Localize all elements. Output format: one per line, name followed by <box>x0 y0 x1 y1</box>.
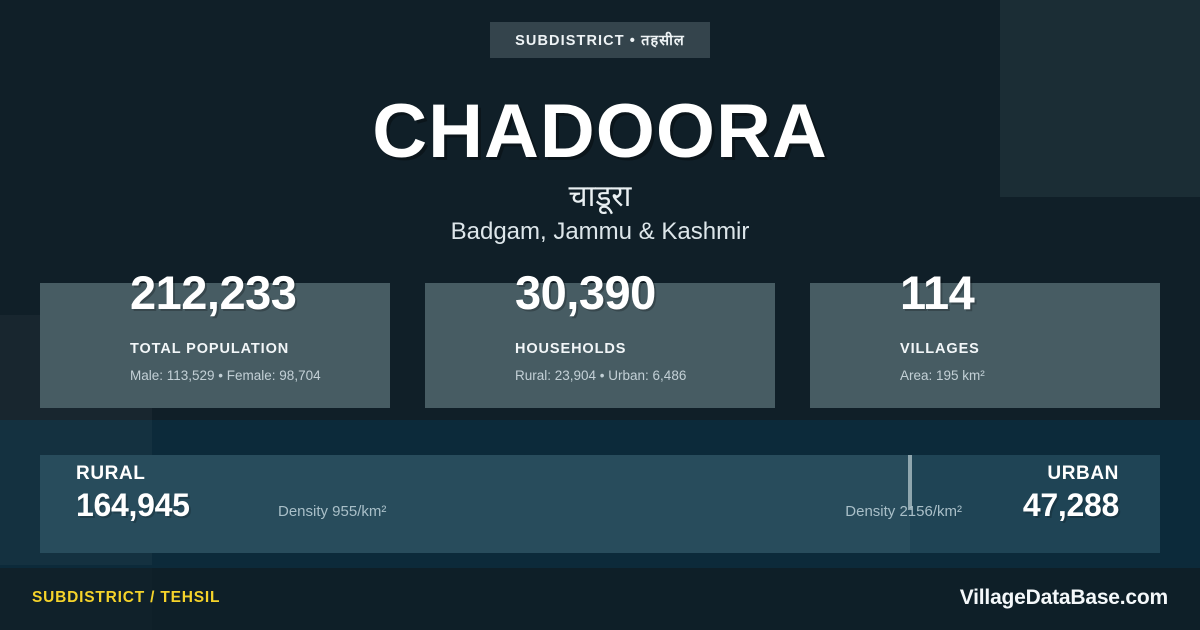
stat-label: HOUSEHOLDS <box>515 341 627 357</box>
stat-card-households: 30,390 HOUSEHOLDS Rural: 23,904 • Urban:… <box>425 266 775 408</box>
footer-site-name: VillageDataBase.com <box>959 586 1168 609</box>
stat-label: TOTAL POPULATION <box>130 341 290 357</box>
stat-value: 212,233 <box>130 266 297 319</box>
urban-value: 47,288 <box>1022 487 1119 523</box>
footer-category-label: SUBDISTRICT / TEHSIL <box>32 589 221 606</box>
page-title-native: चाडूरा <box>568 180 632 213</box>
stat-card-villages: 114 VILLAGES Area: 195 km² <box>810 266 1160 408</box>
page-subtitle: Badgam, Jammu & Kashmir <box>450 218 750 245</box>
stat-card-total-population: 212,233 TOTAL POPULATION Male: 113,529 •… <box>40 266 390 408</box>
stat-value: 30,390 <box>515 266 656 319</box>
category-badge: SUBDISTRICT • तहसील <box>490 22 710 58</box>
rural-density: Density 955/km² <box>278 503 387 520</box>
rural-value: 164,945 <box>76 487 190 523</box>
page-title: CHADOORA <box>372 89 828 174</box>
footer: SUBDISTRICT / TEHSIL VillageDataBase.com <box>0 568 1200 630</box>
decorative-panel-top-right <box>1000 0 1200 197</box>
stat-detail: Rural: 23,904 • Urban: 6,486 <box>515 368 687 383</box>
stat-detail: Area: 195 km² <box>900 368 985 383</box>
urban-density: Density 2156/km² <box>845 503 962 520</box>
stat-detail: Male: 113,529 • Female: 98,704 <box>130 368 321 383</box>
urban-label: URBAN <box>1047 463 1119 484</box>
rural-share-fill <box>40 455 911 553</box>
rural-label: RURAL <box>76 463 146 484</box>
stat-card-group: 212,233 TOTAL POPULATION Male: 113,529 •… <box>40 266 1160 408</box>
split-divider <box>908 455 913 510</box>
stat-value: 114 <box>900 266 975 319</box>
rural-urban-split-bar: RURAL 164,945 Density 955/km² URBAN 47,2… <box>40 455 1160 553</box>
stat-label: VILLAGES <box>900 341 980 357</box>
category-badge-label: SUBDISTRICT • तहसील <box>515 33 685 49</box>
